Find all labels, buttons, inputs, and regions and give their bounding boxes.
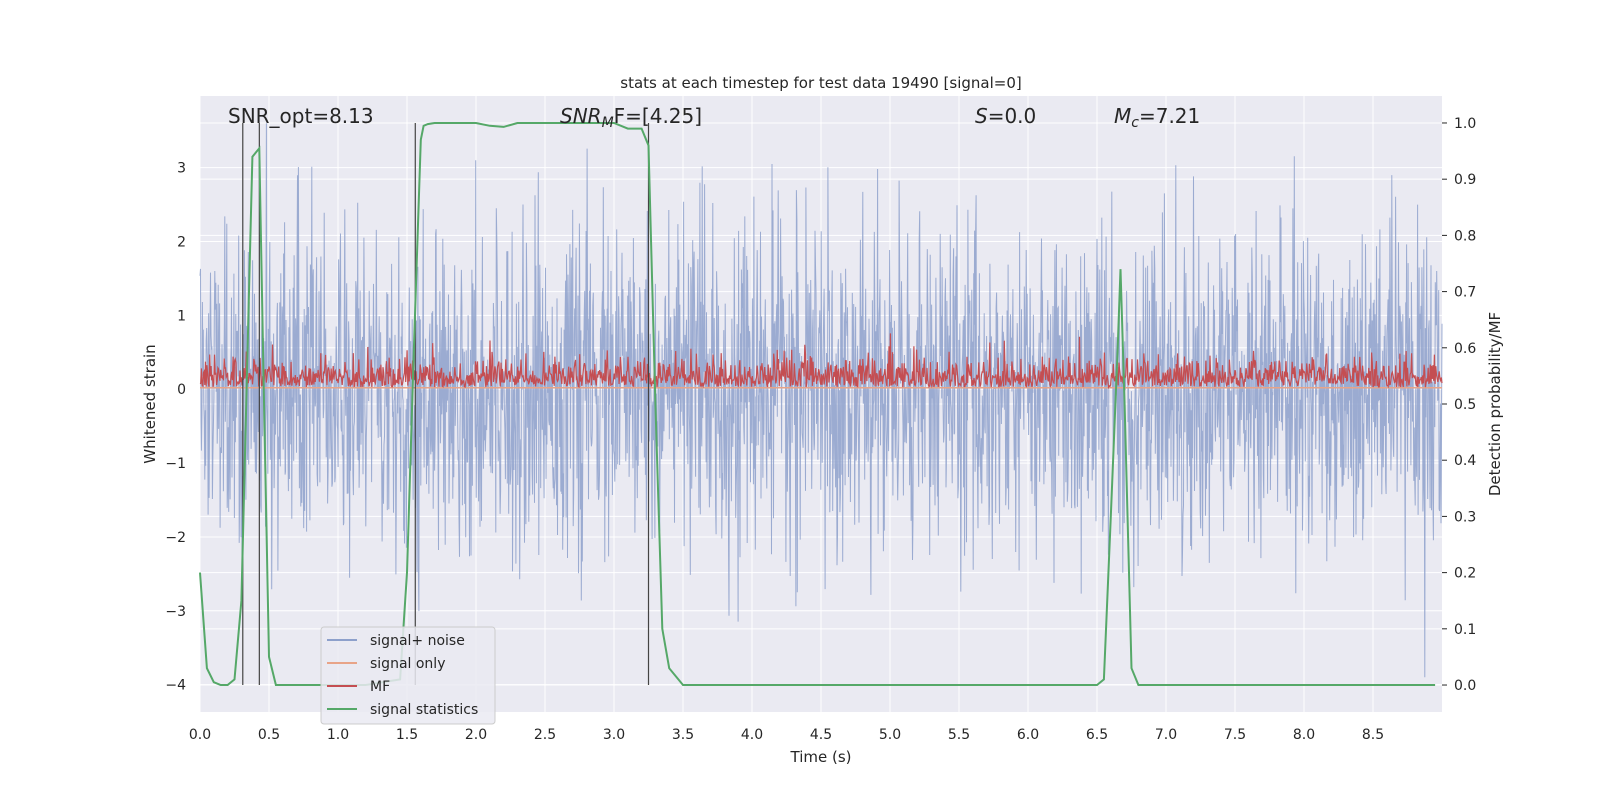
x-tick-label: 2.0	[465, 727, 487, 743]
x-tick-label: 0.0	[189, 727, 211, 743]
y-tick-label-left: −3	[165, 604, 186, 620]
chart-title: stats at each timestep for test data 194…	[620, 74, 1021, 92]
x-tick-label: 1.5	[396, 727, 418, 743]
legend-label-signal-only: signal only	[370, 656, 445, 672]
y-tick-label-right: 0.3	[1454, 509, 1476, 525]
x-tick-label: 6.5	[1086, 727, 1108, 743]
vertical-lines	[242, 122, 650, 686]
legend-label-signal-statistics: signal statistics	[370, 702, 478, 718]
y-tick-label-right: 0.7	[1454, 285, 1476, 301]
x-tick-label: 3.5	[672, 727, 694, 743]
annotation-s: S=0.0	[975, 104, 1036, 128]
legend-box	[320, 626, 496, 725]
x-tick-label: 1.0	[327, 727, 349, 743]
x-tick-label: 7.0	[1155, 727, 1177, 743]
legend-label-signal-noise: signal+ noise	[370, 633, 465, 649]
x-axis-label: Time (s)	[790, 748, 852, 766]
y-axis-label-left: Whitened strain	[141, 344, 159, 463]
y-axis-label-right: Detection probability/MF	[1486, 312, 1504, 496]
annotation-snr-opt: SNR_opt=8.13	[228, 104, 374, 128]
y-tick-label-left: 3	[177, 161, 186, 177]
x-tick-label: 0.5	[258, 727, 280, 743]
annotation-snr-mf: SNRMF=[4.25]	[560, 104, 702, 131]
y-tick-label-right: 0.5	[1454, 397, 1476, 413]
series-signal-statistics	[199, 122, 1436, 686]
y-tick-label-left: 2	[177, 235, 186, 251]
x-tick-label: 4.5	[810, 727, 832, 743]
y-tick-label-right: 0.8	[1454, 228, 1476, 244]
x-tick-label: 6.0	[1017, 727, 1039, 743]
y-tick-label-right: 0.1	[1454, 622, 1476, 638]
legend: signal+ noise signal only MF signal stat…	[320, 626, 496, 725]
mf-line	[199, 333, 1443, 390]
x-tick-label: 8.0	[1293, 727, 1315, 743]
x-tick-label: 2.5	[534, 727, 556, 743]
x-tick-label: 8.5	[1362, 727, 1384, 743]
series-signal-noise	[199, 123, 1443, 678]
axis-ticks: 0.0 0.5 1.0 1.5 2.0 2.5 3.0 3.5 4.0 4.5 5.0 5.5 6.0 6…	[165, 116, 1476, 743]
legend-label-mf: MF	[370, 679, 390, 695]
y-tick-label-right: 0.6	[1454, 341, 1476, 357]
y-tick-label-left: 1	[177, 308, 186, 324]
y-tick-label-left: −2	[165, 530, 186, 546]
y-tick-label-right: 0.4	[1454, 453, 1476, 469]
y-tick-label-left: 0	[177, 382, 186, 398]
x-tick-label: 4.0	[741, 727, 763, 743]
x-tick-label: 5.5	[948, 727, 970, 743]
annotation-mc: Mc=7.21	[1114, 104, 1200, 131]
y-tick-label-right: 0.2	[1454, 566, 1476, 582]
y-tick-label-left: −4	[165, 678, 186, 694]
y-tick-label-left: −1	[165, 456, 186, 472]
series-mf	[199, 333, 1443, 390]
y-tick-label-right: 1.0	[1454, 116, 1476, 132]
signal-statistics-line	[199, 122, 1436, 686]
x-tick-label: 3.0	[603, 727, 625, 743]
x-tick-label: 5.0	[879, 727, 901, 743]
signal-noise-line	[199, 123, 1443, 678]
y-tick-label-right: 0.9	[1454, 172, 1476, 188]
x-tick-label: 7.5	[1224, 727, 1246, 743]
y-tick-label-right: 0.0	[1454, 678, 1476, 694]
